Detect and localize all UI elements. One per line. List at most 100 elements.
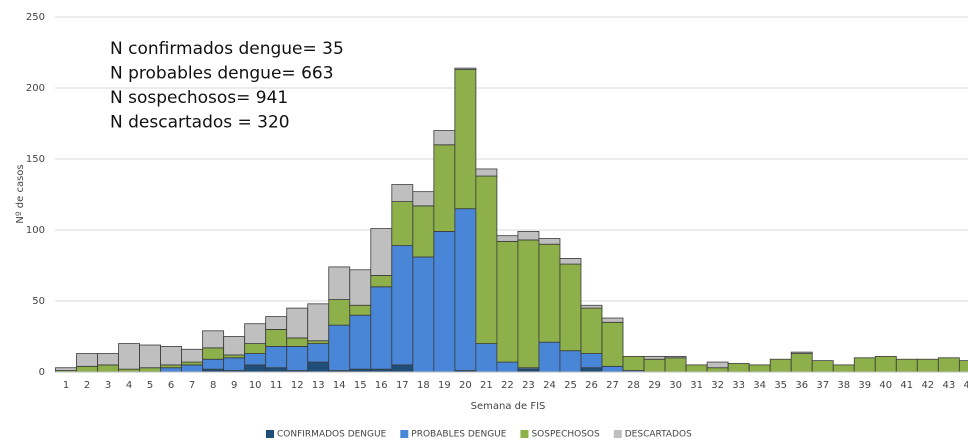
bar-segment [475, 343, 498, 373]
bar-segment [853, 357, 876, 373]
x-tick-label: 36 [795, 380, 808, 391]
legend-label: SOSPECHOSOS [531, 430, 600, 440]
x-tick-label: 28 [627, 380, 640, 391]
bar-segment [181, 361, 204, 366]
bar-segment [223, 354, 246, 359]
x-axis-label: Semana de FIS [471, 401, 546, 412]
bar-segment [202, 347, 225, 360]
annotation: N confirmados dengue= 35 [110, 39, 344, 59]
bar-segment [937, 357, 960, 373]
x-tick-label: 1 [63, 380, 69, 391]
bar-segment [265, 316, 288, 330]
bar-segment [244, 323, 267, 345]
x-tick-label: 13 [312, 380, 325, 391]
y-tick-label: 150 [26, 154, 45, 165]
x-tick-label: 7 [189, 380, 195, 391]
bar-segment [286, 346, 309, 371]
x-tick-label: 34 [753, 380, 766, 391]
bar-segment [874, 355, 897, 373]
y-tick-label: 100 [26, 225, 45, 236]
x-tick-label: 14 [333, 380, 346, 391]
x-tick-label: 18 [417, 380, 430, 391]
bar-segment [370, 228, 393, 276]
bar-segment [538, 341, 561, 373]
bar-segment [559, 257, 582, 265]
bar-segment [769, 358, 792, 373]
bar-segment [244, 364, 267, 373]
bar-segment [811, 360, 834, 373]
x-tick-label: 6 [168, 380, 174, 391]
x-tick-label: 21 [480, 380, 493, 391]
legend-label: PROBABLES DENGUE [411, 430, 506, 440]
legend-swatch [613, 430, 622, 438]
bar-segment [706, 367, 729, 373]
bar-segment [601, 317, 624, 323]
bar-segment [601, 365, 624, 373]
bar-segment [307, 303, 330, 342]
annotation: N sospechosos= 941 [110, 88, 288, 108]
y-tick-label: 200 [26, 83, 45, 94]
bar-segment [496, 235, 519, 242]
bar-segment [475, 175, 498, 344]
legend-swatch [520, 430, 529, 438]
bar-segment [370, 286, 393, 370]
bar-segment [475, 168, 498, 177]
bar-segment [118, 343, 140, 370]
bar-segment [685, 364, 708, 373]
bar-segment [790, 351, 813, 354]
bar-segment [139, 344, 161, 369]
x-tick-label: 43 [942, 380, 955, 391]
bar-segment [664, 357, 687, 373]
bar-segment [433, 231, 456, 373]
legend-label: DESCARTADOS [625, 430, 692, 440]
bar-segment [916, 358, 939, 373]
bar-segment [412, 256, 435, 373]
x-tick-label: 38 [837, 380, 850, 391]
bar-segment [265, 346, 288, 369]
bar-segment [286, 337, 309, 347]
legend-swatch [266, 430, 274, 438]
bar-segment [391, 245, 414, 366]
x-tick-label: 16 [375, 380, 388, 391]
bar-segment [391, 364, 414, 373]
annotation: N probables dengue= 663 [110, 64, 334, 84]
bar-segment [433, 130, 456, 146]
bar-segment [496, 361, 519, 373]
bar-segment [97, 353, 119, 366]
bar-segment [244, 353, 267, 366]
y-axis-label: Nº de casos [15, 164, 26, 223]
bar-segment [286, 307, 309, 339]
bar-segment [160, 367, 183, 373]
bar-segment [517, 239, 540, 369]
bar-segment [412, 191, 435, 207]
x-tick-label: 25 [564, 380, 577, 391]
x-tick-label: 3 [105, 380, 111, 391]
y-tick-label: 0 [39, 367, 45, 378]
x-tick-label: 15 [354, 380, 367, 391]
bar-segment [454, 69, 477, 210]
x-tick-label: 33 [732, 380, 745, 391]
bar-segment [202, 330, 225, 349]
bar-segment [706, 361, 729, 369]
legend-swatch [400, 430, 409, 438]
x-tick-label: 37 [816, 380, 829, 391]
x-tick-label: 44 [963, 380, 968, 391]
bar-segment [328, 324, 351, 371]
bar-segment [307, 343, 330, 363]
x-tick-label: 27 [606, 380, 619, 391]
x-tick-label: 20 [459, 380, 472, 391]
x-tick-label: 19 [438, 380, 451, 391]
bar-segment [559, 263, 582, 352]
bar-segment [328, 266, 351, 300]
x-tick-label: 42 [921, 380, 934, 391]
bar-segment [790, 353, 813, 373]
bar-segment [559, 350, 582, 373]
x-tick-label: 12 [291, 380, 304, 391]
x-tick-label: 31 [690, 380, 703, 391]
bar-segment [265, 367, 288, 373]
x-tick-label: 40 [879, 380, 892, 391]
x-tick-label: 4 [126, 380, 132, 391]
x-tick-label: 22 [501, 380, 514, 391]
y-tick-label: 50 [32, 296, 45, 307]
